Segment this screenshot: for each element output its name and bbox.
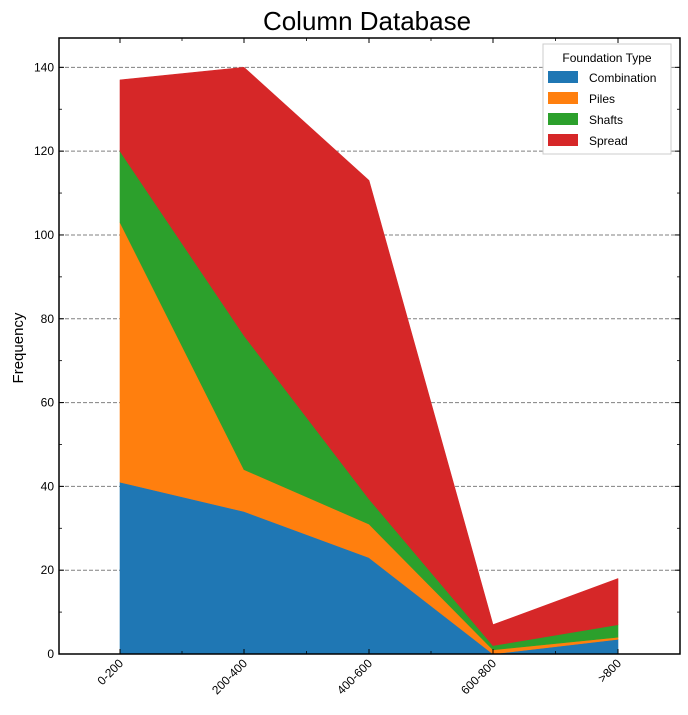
legend-swatch-spread bbox=[548, 134, 578, 146]
legend-label-spread: Spread bbox=[589, 134, 628, 148]
legend-items: Combination Piles Shafts Spread bbox=[548, 71, 656, 148]
y-axis-label: Frequency bbox=[10, 312, 27, 383]
legend-swatch-combination bbox=[548, 71, 578, 83]
area-series-group bbox=[119, 67, 619, 655]
y-tick-label: 60 bbox=[41, 396, 55, 410]
y-tick-label: 140 bbox=[34, 60, 54, 74]
x-tick-label: 200-400 bbox=[209, 656, 250, 697]
x-tick-label: 600-800 bbox=[458, 656, 499, 697]
legend-label-shafts: Shafts bbox=[589, 113, 623, 127]
legend-title: Foundation Type bbox=[562, 51, 652, 65]
legend-swatch-piles bbox=[548, 92, 578, 104]
y-tick-label: 20 bbox=[41, 563, 55, 577]
x-tick-label: >800 bbox=[595, 656, 624, 685]
y-ticks: 0 20 40 60 80 100 120 140 bbox=[34, 60, 680, 661]
legend-swatch-shafts bbox=[548, 113, 578, 125]
y-tick-label: 120 bbox=[34, 144, 54, 158]
chart-title: Column Database bbox=[263, 6, 471, 36]
y-tick-label: 40 bbox=[41, 479, 55, 493]
legend-label-piles: Piles bbox=[589, 92, 615, 106]
x-tick-label: 400-600 bbox=[334, 656, 375, 697]
y-tick-label: 100 bbox=[34, 228, 54, 242]
x-tick-label: 0-200 bbox=[95, 656, 127, 688]
area-series-spread bbox=[119, 67, 619, 646]
legend: Foundation Type Combination Piles Shafts Sp… bbox=[542, 43, 672, 155]
legend-label-combination: Combination bbox=[589, 71, 656, 85]
y-tick-label: 80 bbox=[41, 312, 55, 326]
y-tick-label: 0 bbox=[47, 647, 54, 661]
